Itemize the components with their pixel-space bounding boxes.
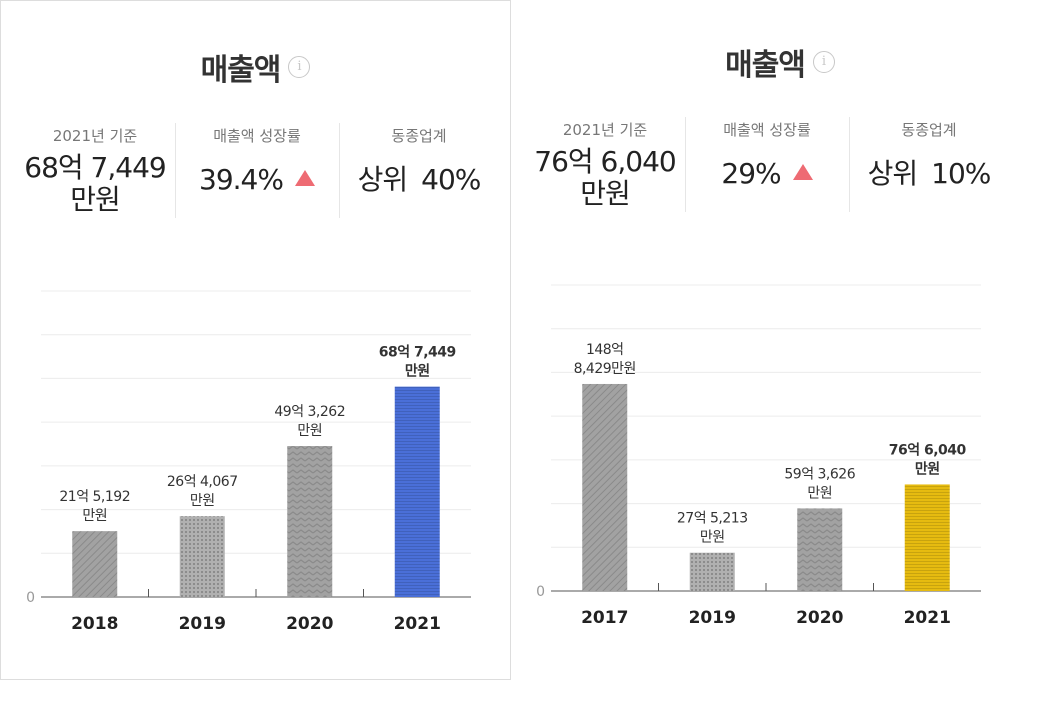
revenue-bar-chart-right: 0 148억 8,429만원 2017 27억 5,213 만원 2019 59억 3,626… — [511, 265, 1022, 639]
bar-value-label: 26억 4,067 — [167, 474, 238, 490]
bar-value-label: 8,429만원 — [574, 361, 636, 377]
stat-base-value-line2: 만원 — [70, 183, 121, 216]
bar-2021[interactable] — [394, 386, 440, 597]
bar-2020[interactable] — [287, 446, 333, 597]
arrow-up-icon — [294, 170, 315, 186]
panel-title: 매출액 — [200, 53, 282, 88]
bar-value-label: 만원 — [700, 530, 725, 546]
stat-growth-value: 39.4% — [199, 163, 284, 196]
stat-rank-prefix: 상위 — [357, 163, 409, 196]
x-tick-label: 2017 — [581, 608, 628, 628]
bar-2019[interactable] — [689, 552, 735, 591]
stat-base-value-line1: 68억 7,449 — [24, 151, 166, 184]
stat-rank-prefix: 상위 — [867, 157, 919, 190]
revenue-panel-right: 매출액 i 2021년 기준 76억 6,040 만원 매출액 성장률 29% 동… — [511, 0, 1049, 680]
stat-base-year: 2021년 기준 68억 7,449 만원 — [15, 123, 175, 216]
stat-base-label: 2021년 기준 — [52, 127, 138, 145]
stat-growth-value-wrap: 39.4% — [175, 164, 339, 196]
stat-growth-value: 29% — [721, 157, 781, 190]
x-tick-label: 2020 — [796, 608, 843, 628]
bar-value-label: 만원 — [405, 364, 430, 380]
bar-value-label: 49억 3,262 — [274, 404, 345, 420]
stat-growth-label: 매출액 성장률 — [723, 121, 811, 139]
stat-base-label: 2021년 기준 — [562, 121, 648, 139]
y-tick-label: 0 — [536, 584, 545, 600]
stat-growth-label: 매출액 성장률 — [213, 127, 301, 145]
stat-rank: 동종업계 상위 10% — [849, 117, 1009, 212]
x-tick-label: 2019 — [689, 608, 736, 628]
summary-stats: 2021년 기준 76억 6,040 만원 매출액 성장률 29% 동종업계 상… — [525, 117, 1015, 212]
chart-svg: 0 21억 5,192 만원 2018 26억 4,067 만원 2019 49억 3,262… — [26, 290, 471, 634]
y-tick-label: 0 — [26, 590, 35, 606]
stat-rank-label: 동종업계 — [901, 121, 957, 139]
x-tick-label: 2018 — [71, 614, 118, 634]
bar-value-label: 만원 — [915, 461, 940, 477]
info-icon[interactable]: i — [288, 56, 311, 78]
stat-base-value-line2: 만원 — [580, 177, 631, 210]
stat-rank-label: 동종업계 — [391, 127, 447, 145]
stat-base-value-line1: 76억 6,040 — [534, 145, 676, 178]
chart-svg: 0 148억 8,429만원 2017 27억 5,213 만원 2019 59억 3,626… — [536, 284, 981, 628]
stat-rank-value: 40% — [421, 163, 481, 196]
bar-value-label: 27억 5,213 — [677, 511, 748, 527]
bar-value-label: 만원 — [807, 485, 832, 501]
stat-rank-value-wrap: 상위 10% — [849, 158, 1009, 190]
panel-title: 매출액 — [725, 48, 806, 83]
stat-growth: 매출액 성장률 29% — [685, 117, 849, 212]
bar-2020[interactable] — [797, 508, 843, 591]
bar-value-label: 148억 — [586, 342, 624, 358]
stat-base-year: 2021년 기준 76억 6,040 만원 — [525, 117, 685, 210]
panel-header: 매출액 i — [511, 40, 1049, 84]
bar-value-label: 만원 — [82, 508, 107, 524]
stat-growth: 매출액 성장률 39.4% — [175, 123, 339, 218]
stat-rank-value: 10% — [931, 157, 991, 190]
bar-2021[interactable] — [904, 484, 950, 591]
stat-growth-value-wrap: 29% — [685, 158, 849, 190]
bar-value-label: 76억 6,040 — [889, 442, 967, 458]
bar-value-label: 만원 — [297, 423, 322, 439]
x-tick-label: 2021 — [394, 614, 441, 634]
bar-value-label: 68억 7,449 — [379, 345, 456, 361]
bar-value-label: 21억 5,192 — [59, 489, 130, 505]
stat-rank-value-wrap: 상위 40% — [339, 164, 499, 196]
arrow-up-icon — [792, 164, 813, 180]
stat-rank: 동종업계 상위 40% — [339, 123, 499, 218]
panel-header: 매출액 i — [1, 45, 510, 89]
revenue-panel-left: 매출액 i 2021년 기준 68억 7,449 만원 매출액 성장률 39.4%… — [0, 0, 511, 680]
x-tick-label: 2021 — [904, 608, 951, 628]
bar-value-label: 59억 3,626 — [784, 466, 855, 482]
bar-2017[interactable] — [582, 383, 628, 591]
summary-stats: 2021년 기준 68억 7,449 만원 매출액 성장률 39.4% 동종업계… — [15, 123, 505, 218]
bar-2018[interactable] — [72, 531, 118, 597]
bar-2019[interactable] — [179, 516, 225, 597]
bar-value-label: 만원 — [190, 493, 215, 509]
info-icon[interactable]: i — [812, 51, 835, 73]
x-tick-label: 2020 — [286, 614, 333, 634]
x-tick-label: 2019 — [179, 614, 226, 634]
revenue-bar-chart-left: 0 21억 5,192 만원 2018 26억 4,067 만원 2019 49억 3,262… — [1, 271, 512, 645]
